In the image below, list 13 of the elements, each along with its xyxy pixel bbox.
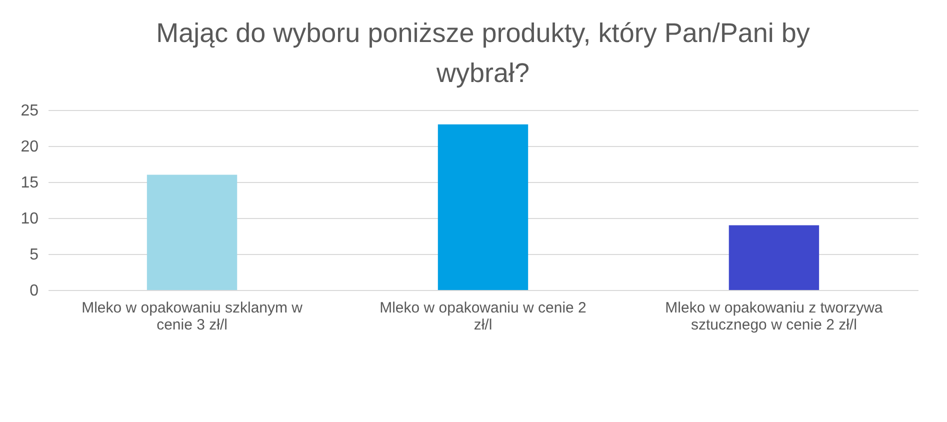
y-tick-label: 20 bbox=[20, 138, 39, 156]
bar bbox=[438, 124, 528, 290]
y-tick-label: 25 bbox=[20, 102, 39, 120]
chart-title: Mając do wyboru poniższe produkty, który Pan/Pani by wybrał? bbox=[156, 18, 810, 88]
y-tick-label: 10 bbox=[20, 210, 39, 228]
y-tick-label: 5 bbox=[30, 246, 39, 264]
y-tick-label: 15 bbox=[20, 174, 39, 192]
x-tick-label: Mleko w opakowaniu w cenie 2 zł/l bbox=[380, 300, 586, 334]
bar bbox=[728, 225, 820, 290]
x-tick-label: Mleko w opakowaniu szklanym w cenie 3 zł/l bbox=[82, 300, 303, 334]
y-tick-label: 0 bbox=[30, 282, 39, 300]
x-tick-label: Mleko w opakowaniu z tworzywa sztucznego w cenie 2 zł/l bbox=[665, 300, 884, 334]
bar bbox=[146, 174, 238, 290]
